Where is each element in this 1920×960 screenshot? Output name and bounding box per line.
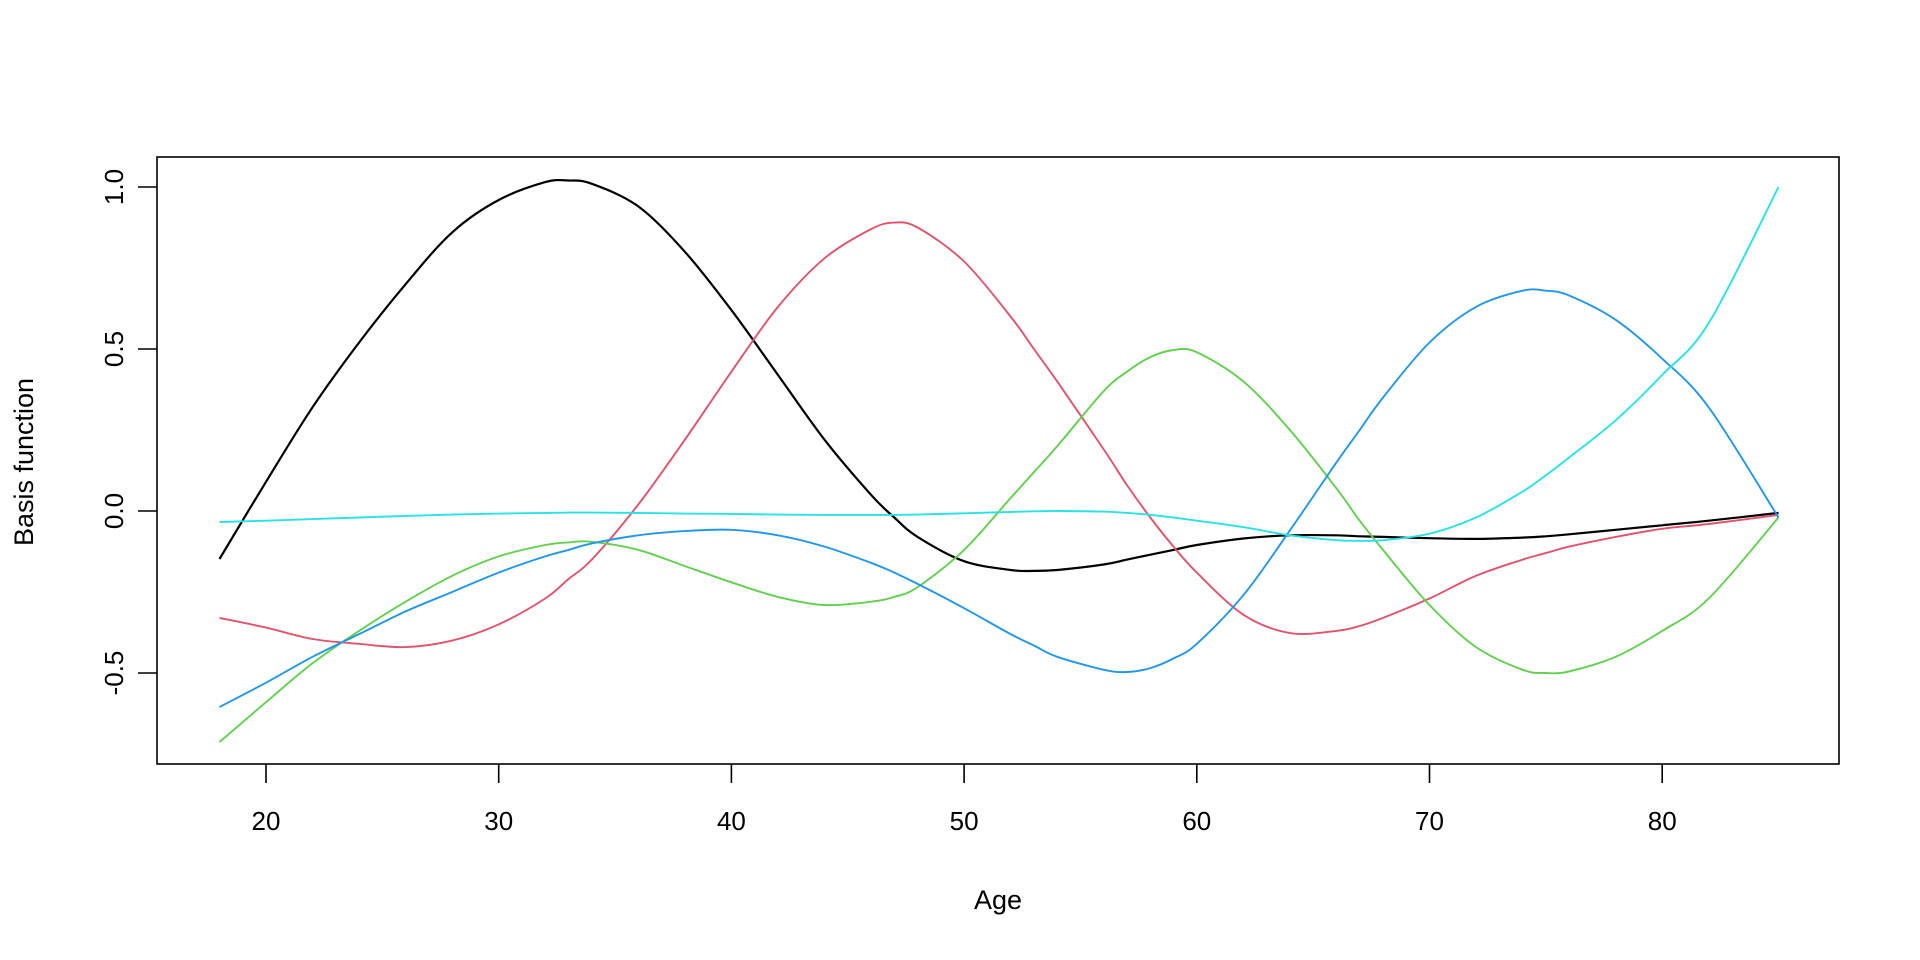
series-line-basis-5 [219,186,1780,542]
x-tick-label: 60 [1182,806,1211,836]
series-line-basis-3 [218,347,1780,743]
series-line-basis-2 [219,221,1779,649]
y-tick-label: -0.5 [99,651,129,696]
x-tick-label: 70 [1415,806,1444,836]
x-axis-title: Age [974,885,1022,915]
x-axis: 20 30 40 50 60 70 80 [252,764,1677,836]
y-axis-title: Basis function [9,378,39,546]
x-tick-label: 50 [950,806,979,836]
series-line-basis-4 [219,288,1780,708]
x-tick-label: 80 [1648,806,1677,836]
y-tick-label: 0.5 [99,331,129,367]
x-tick-label: 20 [252,806,281,836]
y-tick-label: 0.0 [99,493,129,529]
x-tick-label: 40 [717,806,746,836]
plot-frame [156,156,1840,765]
y-axis: -0.5 0.0 0.5 1.0 [99,169,157,695]
series-line-basis-1 [218,178,1779,573]
x-tick-label: 30 [484,806,513,836]
y-tick-label: 1.0 [99,169,129,205]
series-layer [218,178,1780,743]
